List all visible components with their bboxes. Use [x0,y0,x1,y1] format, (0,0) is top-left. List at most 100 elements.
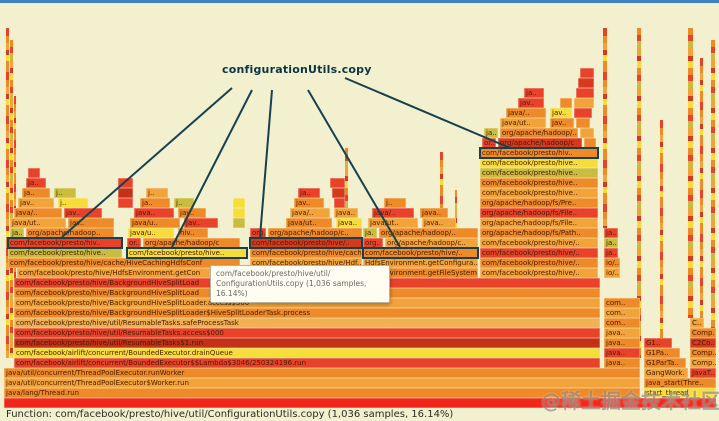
flame-frame[interactable]: io/.. [604,258,620,268]
flame-frame[interactable]: jav.. [64,208,102,218]
flame-frame[interactable]: java/ut.. [368,218,418,228]
flame-frame[interactable] [118,178,133,188]
flame-frame[interactable]: jav.. [294,198,324,208]
flame-frame[interactable]: java/.. [372,208,414,218]
flame-frame[interactable]: ja.. [604,238,618,248]
flame-frame[interactable] [576,88,594,98]
flame-frame[interactable]: java.. [604,348,640,358]
flame-frame[interactable]: j.. [58,198,88,208]
flame-frame[interactable]: ja.. [604,248,618,258]
flame-frame[interactable]: com/facebook/presto/hive/.. [480,258,598,268]
flame-frame[interactable] [233,208,245,218]
flame-frame[interactable]: com/facebook/presto/hive/BackgroundHiveS… [14,308,600,318]
flame-frame[interactable] [332,188,345,198]
flame-frame[interactable]: ja.. [26,178,46,188]
flame-frame[interactable] [233,198,245,208]
flame-frame[interactable]: java/.. [14,208,62,218]
flame-frame[interactable]: jav.. [18,198,54,208]
flame-frame[interactable]: java/ut.. [10,218,66,228]
flame-frame[interactable]: com/facebook/presto/hive.. [480,168,598,178]
flame-frame[interactable]: G1.. [644,338,672,348]
flame-frame[interactable] [580,68,594,78]
flame-frame[interactable]: com/facebook/presto/hive/util/ResumableT… [14,338,600,348]
flame-frame[interactable]: com.. [604,308,640,318]
flame-frame[interactable]: C.. [690,318,704,328]
flame-strip[interactable] [455,190,457,238]
flame-frame[interactable] [584,138,596,148]
flame-frame[interactable]: j.. [54,188,76,198]
flame-frame[interactable]: C2Co.. [690,338,716,348]
flame-frame[interactable]: org.. [250,228,266,238]
flame-frame[interactable]: com/facebook/airlift/concurrent/BoundedE… [14,358,600,368]
flame-frame[interactable]: com/facebook/presto/hive/.. [363,248,478,258]
flame-frame[interactable]: jav.. [178,208,206,218]
flame-frame[interactable]: j.. [174,198,194,208]
flame-frame[interactable]: jav.. [518,98,544,108]
flame-frame[interactable] [578,78,594,88]
flame-frame[interactable]: Comp.. [690,358,716,368]
flame-frame[interactable] [118,198,133,208]
flame-frame[interactable]: com/facebook/presto/hive/HdfsEnvironment… [17,268,210,278]
flame-frame[interactable]: org/apache/hadoop/c.. [385,238,478,248]
flame-frame[interactable]: org/apache/hadoop/fs/Pre.. [480,198,598,208]
flame-frame[interactable]: G1ParTa.. [644,358,686,368]
flame-frame[interactable] [574,98,594,108]
flame-frame[interactable]: com/facebook/presto/hive/.. [250,238,362,248]
flame-frame[interactable]: java.. [604,328,640,338]
flame-frame[interactable]: GangWork. [644,368,688,378]
flame-frame[interactable]: com/facebook/presto/hive.. [480,158,598,168]
flame-frame[interactable]: hiv.. [178,228,208,238]
flame-frame[interactable] [233,218,245,228]
flame-frame[interactable]: ja.. [22,188,50,198]
flame-frame[interactable]: com/facebook/presto/hive.. [480,188,598,198]
flame-frame[interactable] [330,178,345,188]
flame-frame[interactable]: com/facebook/airlift/concurrent/BoundedE… [14,348,600,358]
flame-frame[interactable]: java.. [334,208,358,218]
flame-frame[interactable]: or.. [127,238,141,248]
flame-frame[interactable]: java/util/concurrent/ThreadPoolExecutor$… [4,378,640,388]
flame-frame[interactable]: java.. [604,338,640,348]
flame-frame[interactable]: java.. [420,208,448,218]
flame-frame[interactable]: com/facebook/presto/hive/cach.. [250,248,362,258]
flame-frame[interactable]: com/facebook/presto/hive/Hdf.. [250,258,362,268]
flame-strip[interactable] [700,58,703,318]
flame-frame[interactable]: java.. [422,218,456,228]
flame-frame[interactable]: ja.. [524,88,544,98]
flame-frame[interactable]: j.. [146,188,168,198]
flame-frame[interactable]: java/util/concurrent/ThreadPoolExecutor.… [4,368,640,378]
flame-frame[interactable]: com/facebook/presto/hive/util/ResumableT… [14,328,600,338]
flame-frame[interactable]: com.. [604,318,640,328]
flame-frame[interactable]: ja. [363,228,377,238]
flame-frame[interactable]: com.. [604,298,640,308]
flame-frame[interactable]: ja.. [604,228,618,238]
flame-frame[interactable]: java/ut.. [500,118,546,128]
flame-frame[interactable]: java/.. [506,108,546,118]
flame-frame[interactable]: com/facebook/presto/hive/.. [480,248,598,258]
flame-strip[interactable] [440,152,443,238]
flame-frame[interactable]: com/facebook/presto/hive/cache/HiveCachi… [8,258,240,268]
flame-frame[interactable]: JavaT.. [690,368,716,378]
flame-frame[interactable]: j.. [384,198,406,208]
flame-frame[interactable]: java/u.. [130,218,180,228]
flame-strip[interactable] [6,28,9,358]
flame-strip[interactable] [10,40,13,358]
flame-frame[interactable]: com/facebook/presto/hiv.. [8,238,122,248]
flame-frame[interactable]: java_start(Thre.. [644,378,716,388]
flame-frame[interactable]: jav.. [550,118,574,128]
flame-strip[interactable] [637,28,641,358]
flame-frame[interactable]: com/facebook/presto/hive.. [8,248,122,258]
flame-frame[interactable]: ja.. [140,198,170,208]
flame-frame[interactable]: jav.. [68,218,114,228]
flame-strip[interactable] [603,28,607,228]
flame-strip[interactable] [660,120,663,338]
flame-frame[interactable]: ja.. [10,228,24,238]
flame-frame[interactable]: com/facebook/presto/hive/.. [480,238,598,248]
flame-frame[interactable]: org/apache/hadoop/fs/File.. [480,208,598,218]
flame-frame[interactable]: Comp.. [690,348,716,358]
flame-frame[interactable]: java/.. [290,208,330,218]
flame-graph-canvas[interactable]: ja.. jav.. java/.. jav.. java/ut.. jav.. ja.. o… [0,0,719,408]
flame-frame[interactable]: ja.. [298,188,320,198]
flame-frame[interactable] [4,398,716,408]
flame-frame[interactable]: jav.. [184,218,218,228]
flame-frame[interactable] [334,198,345,208]
